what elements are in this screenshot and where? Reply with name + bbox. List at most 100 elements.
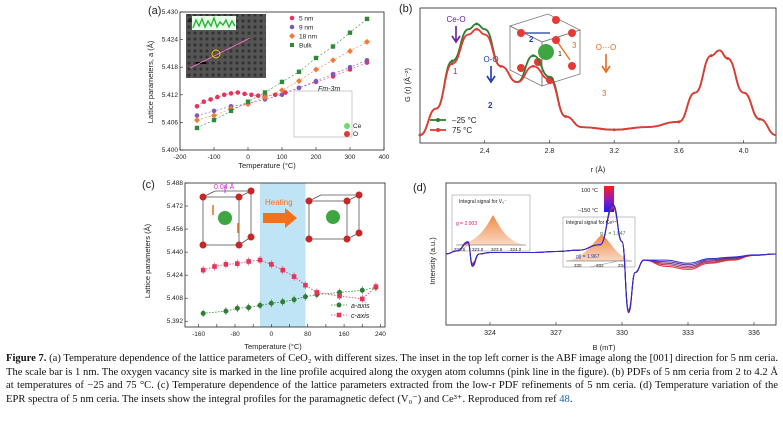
space-group-label: Fm-3m <box>318 86 340 93</box>
data-point-a <box>235 90 241 95</box>
x-tick-label-b: 2.8 <box>545 148 555 155</box>
data-point-a <box>347 48 353 55</box>
series-line-a <box>196 60 368 116</box>
data-point-c <box>303 282 308 288</box>
data-point-a <box>296 85 302 91</box>
data-point-c <box>280 299 286 305</box>
data-point-a <box>255 93 261 99</box>
inset-vacancy-signal <box>451 194 531 252</box>
data-point-a <box>211 108 217 114</box>
pdf-point-b <box>677 120 681 124</box>
panel-c-label: (c) <box>142 179 155 191</box>
data-point-a <box>313 66 319 73</box>
caption-end: . <box>569 393 573 405</box>
legend-label-b: –25 °C <box>452 116 477 125</box>
legend-label-a: 9 nm <box>299 25 313 32</box>
legend-marker-b <box>436 128 440 132</box>
plot-frame-b <box>419 7 777 144</box>
data-point-a <box>313 55 319 61</box>
inset1-tick-2: 323.0 <box>472 247 484 252</box>
legend-label-a: 18 nm <box>299 34 317 41</box>
pdf-point-b <box>531 54 535 58</box>
legend-marker-a <box>289 24 295 30</box>
cubic-structure-right <box>305 191 363 243</box>
inset1-tick-3: 323.5 <box>491 247 503 252</box>
data-point-a <box>364 38 370 45</box>
x-tick-label-c: 0 <box>270 331 274 338</box>
x-tick-label-d: 333 <box>682 330 694 337</box>
x-tick-label-a: -100 <box>207 154 220 161</box>
legend-marker-a <box>289 15 295 21</box>
y-tick-label-c: 5.472 <box>167 203 184 210</box>
colorbar-bottom-label: –150 °C <box>578 208 598 214</box>
x-tick-label-c: -160 <box>192 331 205 338</box>
inset1-title: Integral signal for V₀⁻ <box>459 199 507 205</box>
data-point-c <box>200 310 206 316</box>
y-tick-label-a: 5.400 <box>162 147 179 154</box>
data-point-c <box>359 296 365 302</box>
caption-ref-link[interactable]: 48 <box>559 393 570 405</box>
inset2-tick-1: 330 <box>574 263 582 268</box>
caption-text: (a) Temperature dependence of the lattic… <box>6 353 778 405</box>
axis-title-y-a: Lattice parameters, a (Å) <box>146 40 155 123</box>
fluorite-structure-model <box>293 90 353 138</box>
peak-1-label: 1 <box>453 67 458 76</box>
figure-label: Figure 7. <box>6 353 47 364</box>
ce-o-label: Ce-O <box>446 15 465 24</box>
y-tick-label-a: 5.418 <box>162 64 179 71</box>
data-point-a <box>330 71 336 77</box>
plot-frame-c <box>184 182 386 328</box>
panel-d: (d) Intensity (a.u.) B (mT) 100 °C –150 … <box>390 175 783 352</box>
data-point-c <box>280 267 286 273</box>
ce-legend-marker <box>344 123 350 129</box>
data-point-a <box>194 104 200 109</box>
pdf-point-b <box>475 27 479 31</box>
panel-a-label: (a) <box>148 5 161 17</box>
o-o-label: O-O <box>483 55 498 64</box>
legend-marker-c <box>336 312 342 318</box>
chart-d: (d) Intensity (a.u.) B (mT) 100 °C –150 … <box>413 182 777 352</box>
data-point-a <box>313 78 319 84</box>
inset1-connector <box>459 244 469 252</box>
colorbar-top-label: 100 °C <box>581 188 598 194</box>
data-point-a <box>201 99 207 104</box>
x-tick-label-d: 327 <box>550 330 562 337</box>
chart-b: (b) G (r) (Å⁻²) r (Å) Ce-O O-O O···O 1 2… <box>399 3 777 174</box>
data-point-a <box>283 90 288 95</box>
figure-caption: Figure 7. (a) Temperature dependence of … <box>6 352 778 406</box>
cube-number-3: 3 <box>572 41 577 50</box>
epr-spectrum-minus150C <box>445 204 777 314</box>
o-legend-marker <box>344 131 350 137</box>
axis-title-x-a: Temperature (°C) <box>238 161 296 170</box>
legend-marker-c <box>336 302 342 308</box>
pdf-point-b <box>450 59 454 63</box>
o-legend-label: O <box>353 131 358 138</box>
data-point-a <box>364 58 370 63</box>
inset2-tick-3: 334 <box>618 263 626 268</box>
panel-b: (b) G (r) (Å⁻²) r (Å) Ce-O O-O O···O 1 2… <box>390 0 783 175</box>
data-point-c <box>257 302 263 308</box>
x-tick-label-c: 240 <box>375 331 386 338</box>
axis-title-y-b: G (r) (Å⁻²) <box>403 68 412 102</box>
x-tick-label-a: 200 <box>311 154 322 161</box>
y-tick-label-a: 5.406 <box>162 119 179 126</box>
data-point-c <box>234 305 240 311</box>
inset2-title: Integral signal for Ce³⁺ <box>566 220 617 226</box>
data-point-c <box>291 297 297 303</box>
data-point-a <box>347 64 353 70</box>
data-point-c <box>268 300 274 306</box>
y-tick-label-c: 5.392 <box>167 318 184 325</box>
data-point-a <box>249 92 254 98</box>
data-point-a <box>194 125 200 131</box>
data-point-c <box>212 264 217 269</box>
data-point-c <box>359 287 365 293</box>
data-point-a <box>208 97 213 102</box>
pdf-point-b <box>475 22 479 26</box>
data-point-a <box>296 78 302 84</box>
x-tick-label-b: 3.6 <box>674 148 684 155</box>
cube-number-1: 1 <box>558 51 562 58</box>
x-tick-label-b: 3.2 <box>609 148 619 155</box>
pdf-point-b <box>418 133 422 137</box>
data-point-c <box>291 274 297 279</box>
data-point-c <box>234 261 240 266</box>
